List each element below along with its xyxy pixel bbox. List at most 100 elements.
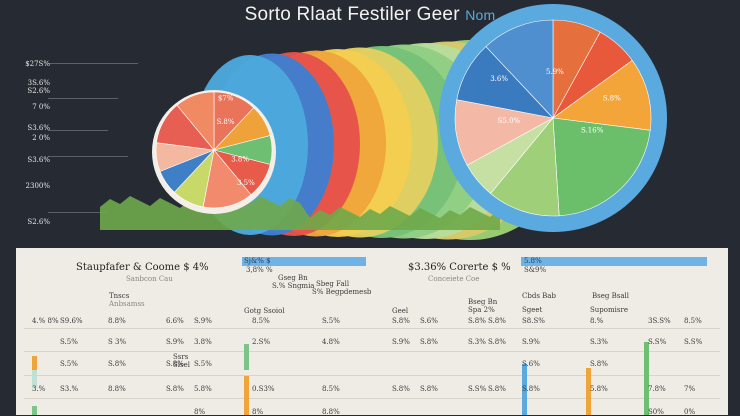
y-tick-label: S3.6% xyxy=(27,156,50,164)
pie-data-label: $7% xyxy=(218,95,234,103)
gridline xyxy=(48,130,108,131)
left-row-head-sub: Anbsamss xyxy=(109,300,145,308)
table-cell: S.S% xyxy=(648,338,667,346)
left-col-a: Gseg Bn xyxy=(278,274,308,282)
data-table-panel: Staupfafer & Coome $ 4% Sj&% $ 3,8% % Sa… xyxy=(16,248,728,416)
left-sub-label: Sanbcon Cau xyxy=(126,275,173,283)
table-cell: 0.S3% xyxy=(252,385,275,393)
left-mid-head-2: Sisel xyxy=(173,361,191,369)
table-cell: S.9% xyxy=(392,338,410,346)
table-cell: 2.S% xyxy=(252,338,271,346)
indicator-bar xyxy=(32,356,37,370)
right-row-head-3: Cbds Bab xyxy=(522,292,556,300)
divider xyxy=(24,375,720,376)
table-cell: S0% xyxy=(648,408,664,416)
table-cell: 7.8% xyxy=(648,385,666,393)
right-heading: $3.36% Corerte $ % xyxy=(408,262,511,273)
pie-data-label: 5.9% xyxy=(546,68,564,76)
table-cell: S.9% xyxy=(194,317,212,325)
y-tick-label: S3.6% xyxy=(27,124,50,132)
right-blue-header-bar xyxy=(521,257,707,266)
table-cell: S8.S% xyxy=(522,317,545,325)
table-cell: S9.6% xyxy=(60,317,83,325)
table-cell: 8% xyxy=(252,408,264,416)
chart-area: Sorto Rlaat Festiler Geer Nom $27S% 3S.6… xyxy=(25,4,667,240)
left-blue-label: Sj&% $ xyxy=(244,257,271,265)
table-cell: S.6% xyxy=(420,317,438,325)
left-mid-head: Ssrs xyxy=(173,353,189,361)
table-cell: 8.5% xyxy=(252,317,270,325)
y-tick-label: 2300% xyxy=(25,182,50,190)
table-cell: S.3% xyxy=(590,338,608,346)
table-cell: 3.8% xyxy=(194,338,212,346)
table-cell: S.8% xyxy=(166,360,184,368)
indicator-bar xyxy=(522,364,527,415)
table-cell: S.8% xyxy=(166,385,184,393)
indicator-bar xyxy=(244,376,249,415)
left-blue-header-bar xyxy=(242,257,366,266)
ground-strip xyxy=(100,196,500,230)
right-col-b-sub: Supomisre xyxy=(590,306,628,314)
table-cell: S.8% xyxy=(420,385,438,393)
right-blue-label: 5.8% xyxy=(524,257,542,265)
left-row-head: Tnscs xyxy=(109,292,130,300)
left-col-b: Sbeg Fall xyxy=(316,280,350,288)
table-cell: 5.8% xyxy=(590,385,608,393)
table-cell: 7% xyxy=(684,385,696,393)
table-cell: 8.8% xyxy=(108,317,126,325)
table-cell: S.9% xyxy=(522,338,540,346)
table-cell: 6.6% xyxy=(166,317,184,325)
divider xyxy=(24,398,720,399)
chart-title-main: Sorto Rlaat Festiler Geer xyxy=(244,4,460,25)
pie-slice xyxy=(485,19,554,119)
pie-slice xyxy=(552,59,652,131)
y-tick-label: S2.6% xyxy=(27,87,50,95)
indicator-bar xyxy=(32,370,37,388)
table-cell: 8.8% xyxy=(322,408,340,416)
pie-data-label: 3.8% xyxy=(231,156,249,164)
y-tick-label: 7 0% xyxy=(32,103,50,111)
chart-title-accent: Nom xyxy=(465,7,496,23)
table-cell: S.5% xyxy=(194,360,212,368)
table-cell: 4.% 8% xyxy=(32,317,59,325)
table-cell: S.8% xyxy=(590,360,608,368)
table-cell: S.8% xyxy=(108,360,126,368)
pie-data-label: S5.0% xyxy=(498,117,521,125)
right-sub-label: Conceiete Coe xyxy=(428,275,480,283)
pie-slice xyxy=(454,99,554,166)
table-cell: 8.5% xyxy=(322,385,340,393)
right-col-b: Bseg Bsall xyxy=(592,292,629,300)
table-cell: S.8% xyxy=(420,338,438,346)
y-tick-label: $27S% xyxy=(25,60,50,68)
table-cell: S 3% xyxy=(108,338,127,346)
table-cell: S.5% xyxy=(322,317,340,325)
pie-data-label: 3.6% xyxy=(490,75,508,83)
gridline xyxy=(48,63,138,64)
left-blue-sub: 3,8% % xyxy=(246,266,273,274)
pie-chart-svg: S.8% 3.8% 3.5% $7% 5.9% 3.6% S.8% S.16% S5.0% xyxy=(100,4,667,240)
table-cell: S.8% xyxy=(392,385,410,393)
table-cell: S.5% xyxy=(60,338,78,346)
y-tick-label: 3S.6% xyxy=(27,79,50,87)
right-row-head-2: Sgeet xyxy=(522,306,543,314)
pie-slice xyxy=(552,117,651,217)
table-cell: S.9% xyxy=(166,338,184,346)
left-heading: Staupfafer & Coome $ 4% xyxy=(76,262,209,273)
table-cell: 5.8% xyxy=(194,385,212,393)
table-cell: S.S% xyxy=(468,385,487,393)
table-cell: 8% xyxy=(194,408,206,416)
gridline xyxy=(48,212,108,213)
pie-slice xyxy=(490,117,560,217)
table-cell: S.S% xyxy=(684,338,703,346)
table-cell: S.8% xyxy=(488,338,506,346)
table-cell: 0% xyxy=(684,408,696,416)
table-cell: S.6% xyxy=(522,360,540,368)
indicator-bar xyxy=(244,344,249,370)
table-cell: S3.% xyxy=(60,385,79,393)
divider xyxy=(24,351,720,352)
table-cell: S.8% xyxy=(522,385,540,393)
left-col-b-sub: S% Begpdemesb xyxy=(312,288,372,296)
right-row-head: Geel xyxy=(392,307,409,315)
left-col-a-sub: S.% Sngmia xyxy=(272,282,315,290)
right-blue-sub: S&9% xyxy=(524,266,547,274)
